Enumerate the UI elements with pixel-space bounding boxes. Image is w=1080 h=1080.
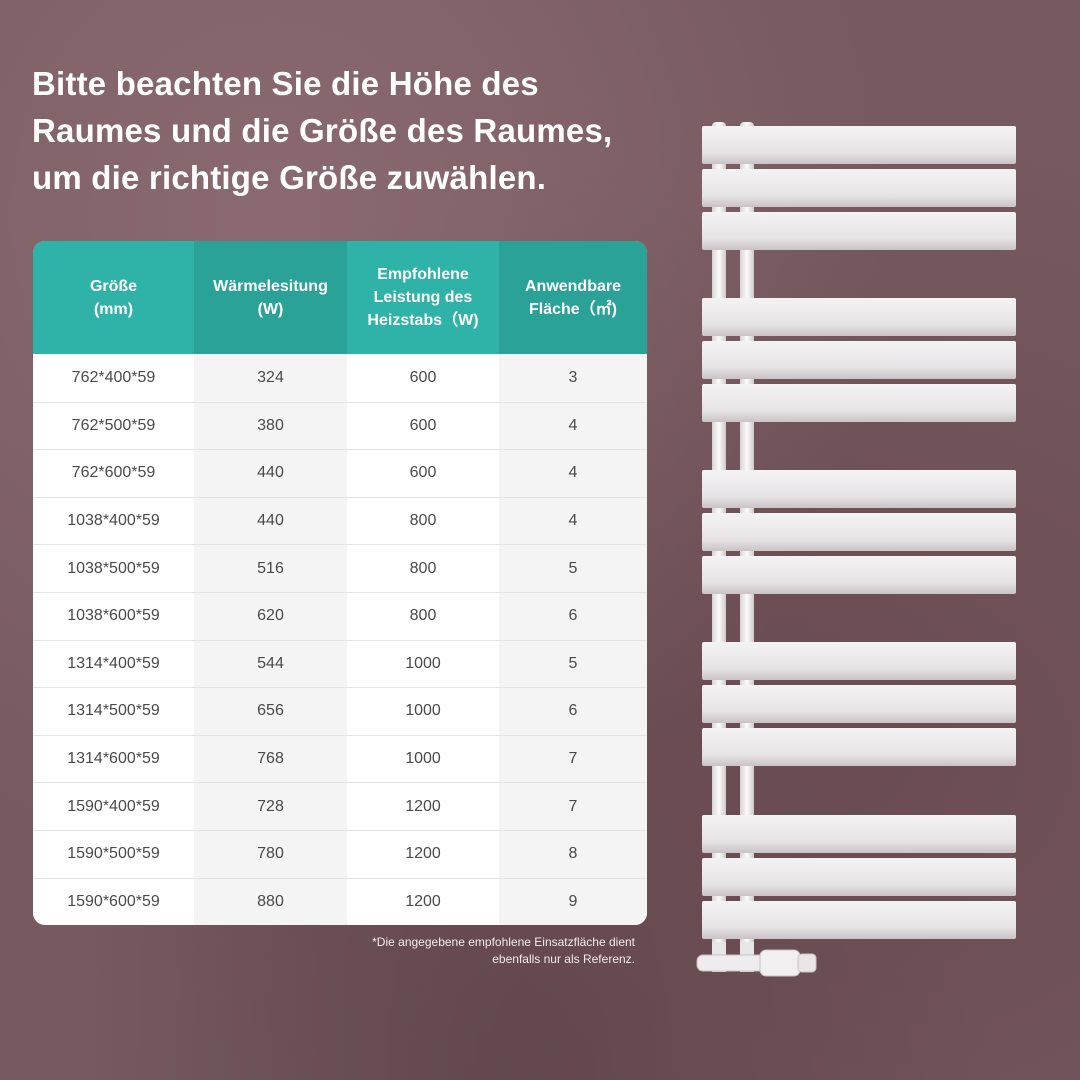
cell-size: 1038*500*59 xyxy=(67,559,160,577)
table-row: 1314*500*59 656 1000 6 xyxy=(33,687,647,735)
cell-size: 1314*600*59 xyxy=(67,750,160,768)
table-body: 762*400*59 324 600 3 762*500*59 380 600 4 762*60… xyxy=(33,354,647,925)
table-row: 1038*500*59 516 800 5 xyxy=(33,544,647,592)
footnote: *Die angegebene empfohlene Einsatzfläche… xyxy=(235,934,635,968)
size-table: Größe (mm) Wärmelesitung (W) Empfohlene … xyxy=(33,241,647,925)
cell-size: 762*600*59 xyxy=(71,464,156,482)
header-size: Größe (mm) xyxy=(33,241,194,354)
table-row: 1038*600*59 620 800 6 xyxy=(33,591,647,640)
cell-size: 1590*400*59 xyxy=(67,797,160,815)
footnote-line-1: *Die angegebene empfohlene Einsatzfläche… xyxy=(372,935,635,949)
cell-heat-output: 544 xyxy=(194,640,347,688)
table-row: 1314*400*59 544 1000 5 xyxy=(33,639,647,688)
cell-heat-output: 656 xyxy=(194,688,347,735)
radiator-bar xyxy=(702,470,1016,508)
cell-size: 1038*400*59 xyxy=(67,512,160,530)
cell-area: 5 xyxy=(499,545,647,592)
table-row: 1038*400*59 440 800 4 xyxy=(33,496,647,545)
radiator-bar xyxy=(702,815,1016,853)
radiator-bar xyxy=(702,556,1016,594)
table-header: Größe (mm) Wärmelesitung (W) Empfohlene … xyxy=(33,241,647,354)
cell-heating-rod-power: 800 xyxy=(409,559,437,577)
headline-line-2: Raumes und die Größe des Raumes, xyxy=(32,112,613,149)
cell-heating-rod-power: 600 xyxy=(409,416,437,434)
cell-heat-output: 324 xyxy=(194,354,347,402)
cell-heat-output: 728 xyxy=(194,783,347,830)
cell-heating-rod-power: 1200 xyxy=(405,845,441,863)
cell-size: 1590*500*59 xyxy=(67,845,160,863)
cell-size: 762*400*59 xyxy=(71,368,156,386)
cell-area: 8 xyxy=(499,830,647,878)
radiator-bar xyxy=(702,685,1016,723)
cell-heat-output: 780 xyxy=(194,830,347,878)
cell-heat-output: 440 xyxy=(194,497,347,545)
cell-area: 7 xyxy=(499,783,647,830)
header-heat-output: Wärmelesitung (W) xyxy=(194,241,347,354)
cell-heating-rod-power: 1200 xyxy=(405,797,441,815)
cell-size: 1314*400*59 xyxy=(67,654,160,672)
radiator-bar xyxy=(702,212,1016,250)
cell-area: 9 xyxy=(499,878,647,925)
table-row: 1590*400*59 728 1200 7 xyxy=(33,782,647,830)
table-row: 762*600*59 440 600 4 xyxy=(33,449,647,497)
cell-heating-rod-power: 600 xyxy=(409,368,437,386)
radiator-bar xyxy=(702,341,1016,379)
cell-size: 762*500*59 xyxy=(71,416,156,434)
cell-heat-output: 380 xyxy=(194,402,347,450)
cell-heat-output: 440 xyxy=(194,450,347,497)
header-area: Anwendbare Fläche（㎡) xyxy=(499,241,647,354)
headline-line-1: Bitte beachten Sie die Höhe des xyxy=(32,65,539,102)
table-row: 1590*600*59 880 1200 9 xyxy=(33,877,647,925)
radiator-bar xyxy=(702,642,1016,680)
radiator-bar xyxy=(702,513,1016,551)
cell-area: 4 xyxy=(499,402,647,450)
cell-area: 6 xyxy=(499,592,647,640)
radiator-bar xyxy=(702,298,1016,336)
cell-area: 4 xyxy=(499,450,647,497)
radiator-bar xyxy=(702,728,1016,766)
footnote-line-2: ebenfalls nur als Referenz. xyxy=(492,952,635,966)
header-heating-rod-power: Empfohlene Leistung des Heizstabs（W) xyxy=(347,241,499,354)
cell-heating-rod-power: 800 xyxy=(409,607,437,625)
cell-heat-output: 880 xyxy=(194,878,347,925)
headline: Bitte beachten Sie die Höhe des Raumes u… xyxy=(32,60,672,201)
headline-line-3: um die richtige Größe zuwählen. xyxy=(32,159,547,196)
cell-area: 6 xyxy=(499,688,647,735)
cell-size: 1038*600*59 xyxy=(67,607,160,625)
cell-area: 7 xyxy=(499,735,647,783)
cell-area: 4 xyxy=(499,497,647,545)
cell-heat-output: 516 xyxy=(194,545,347,592)
radiator-bar xyxy=(702,858,1016,896)
table-row: 1314*600*59 768 1000 7 xyxy=(33,734,647,783)
cell-area: 5 xyxy=(499,640,647,688)
table-row: 762*400*59 324 600 3 xyxy=(33,354,647,402)
cell-heating-rod-power: 1200 xyxy=(405,892,441,910)
radiator-bar xyxy=(702,169,1016,207)
cell-heating-rod-power: 600 xyxy=(409,464,437,482)
radiator-bar xyxy=(702,901,1016,939)
radiator-bar xyxy=(702,384,1016,422)
cell-heating-rod-power: 1000 xyxy=(405,702,441,720)
radiator-bar xyxy=(702,126,1016,164)
cell-area: 3 xyxy=(499,354,647,402)
towel-radiator-image xyxy=(696,122,1016,977)
cell-heating-rod-power: 1000 xyxy=(405,654,441,672)
radiator-bars xyxy=(702,126,1016,939)
cell-heating-rod-power: 1000 xyxy=(405,750,441,768)
cell-heat-output: 768 xyxy=(194,735,347,783)
cell-heating-rod-power: 800 xyxy=(409,512,437,530)
cell-size: 1590*600*59 xyxy=(67,892,160,910)
table-row: 1590*500*59 780 1200 8 xyxy=(33,829,647,878)
table-row: 762*500*59 380 600 4 xyxy=(33,401,647,450)
cell-size: 1314*500*59 xyxy=(67,702,160,720)
cell-heat-output: 620 xyxy=(194,592,347,640)
